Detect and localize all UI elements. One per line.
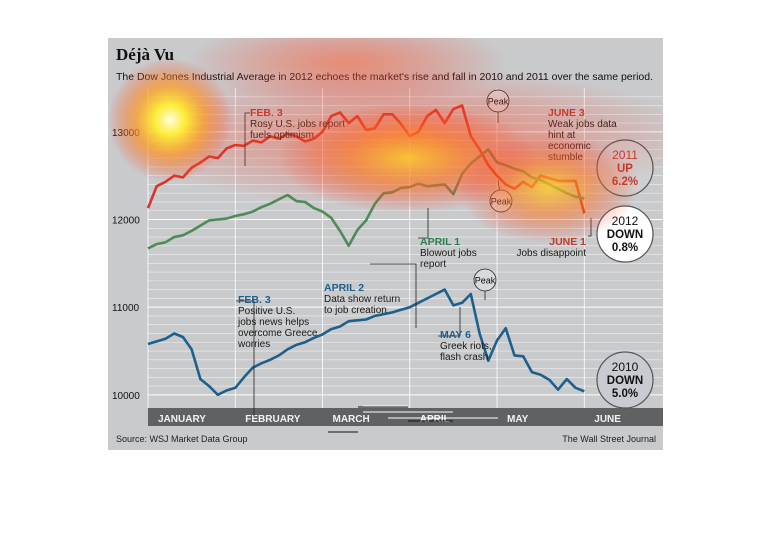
annotation-head: APRIL 2: [324, 282, 364, 294]
leader-2010-feb3: [236, 300, 255, 416]
heat-blob-right: [458, 133, 638, 243]
month-label: MAY: [507, 414, 529, 425]
annotation-line: Jobs disappoint: [517, 248, 587, 259]
heat-blob-hot: [108, 58, 232, 182]
annotation-line: Blowout jobs: [420, 248, 477, 259]
y-tick-label: 12000: [112, 216, 140, 227]
annotation-head: APRIL 1: [420, 236, 460, 248]
month-label: MARCH: [333, 414, 370, 425]
credit-note: The Wall Street Journal: [562, 434, 656, 444]
leader-2010-april2: [370, 263, 417, 328]
month-band: [148, 408, 663, 426]
heatmap-glow: [108, 38, 663, 243]
annotation-line: overcome Greece: [238, 328, 318, 339]
series-line-2010: [147, 288, 585, 397]
y-tick-label: 10000: [112, 391, 140, 402]
peak-bubble-2010: [473, 268, 497, 292]
badge-change: 0.8%: [612, 242, 638, 254]
annotation-line: Greek riots,: [440, 341, 492, 352]
chart-figure: JANUARY FEBRUARY MARCH APRIL MAY JUNE 10000 11…: [108, 38, 663, 450]
badge-circle-2010: [596, 351, 654, 409]
annotation-line: worries: [237, 339, 270, 350]
month-label: FEBRUARY: [245, 414, 301, 425]
month-labels: JANUARY FEBRUARY MARCH APRIL MAY JUNE: [158, 414, 621, 425]
month-label: APRIL: [420, 414, 450, 425]
annotation-line: report: [420, 259, 446, 270]
leader-2010-may6: [438, 307, 461, 337]
annotation-line: to job creation: [324, 305, 387, 316]
annotation-line: flash crash: [440, 352, 488, 363]
annotation-head: MAY 6: [440, 329, 471, 341]
heat-blob-top: [188, 38, 508, 108]
month-label: JANUARY: [158, 414, 206, 425]
annotation-line: Data show return: [324, 294, 400, 305]
annotation-line: jobs news helps: [237, 317, 309, 328]
source-note: Source: WSJ Market Data Group: [116, 434, 248, 444]
leader-2011-april1: [418, 208, 429, 239]
axis-artifacts-dark: [328, 406, 453, 433]
peak-label-2010: Peak: [475, 276, 496, 286]
badge-change: 5.0%: [612, 388, 638, 400]
annotation-head: FEB. 3: [238, 294, 271, 306]
y-tick-label: 11000: [112, 303, 140, 314]
month-label: JUNE: [594, 414, 621, 425]
badge-direction: DOWN: [607, 375, 643, 387]
badge-year: 2010: [612, 360, 639, 374]
axis-artifacts: [363, 405, 498, 419]
annotation-line: Positive U.S.: [238, 306, 295, 317]
chart-svg: JANUARY FEBRUARY MARCH APRIL MAY JUNE 10000 11…: [108, 38, 663, 450]
badge-direction: DOWN: [607, 229, 643, 241]
